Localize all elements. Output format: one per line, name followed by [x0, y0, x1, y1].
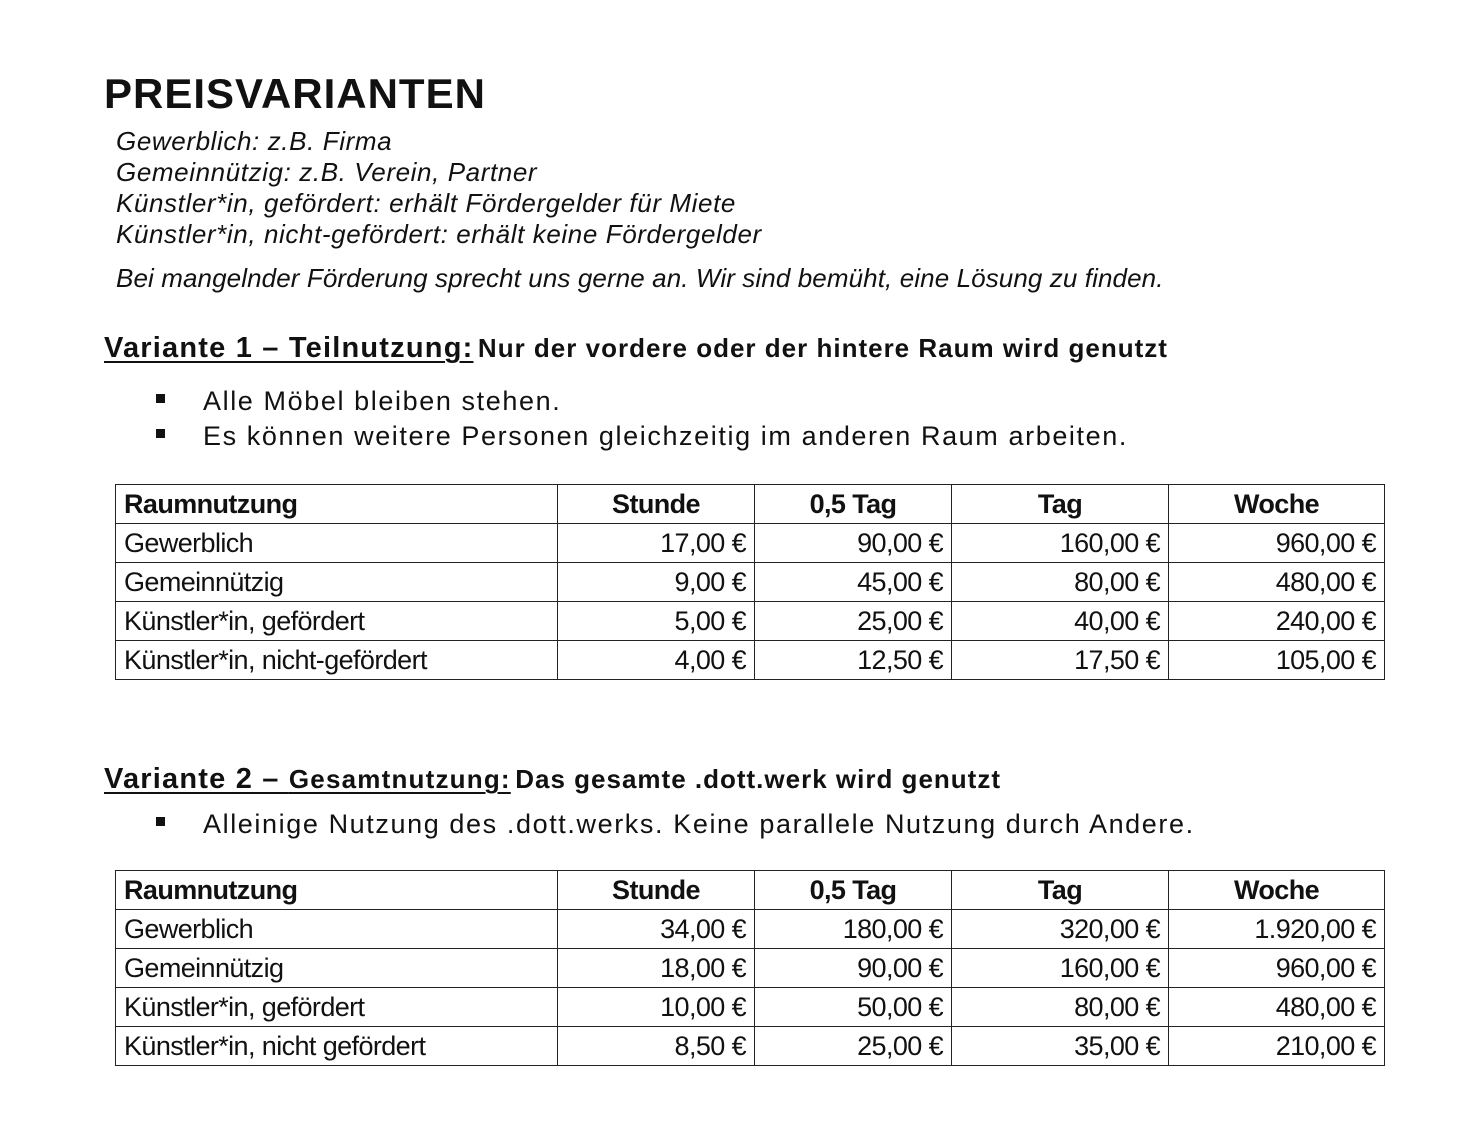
variant2-heading-rest: Das gesamte .dott.werk wird genutzt [515, 764, 1001, 794]
table-row: Künstler*in, gefördert 10,00 €50,00 €80,0… [115, 987, 1385, 1027]
variant2-bullet: Alleinige Nutzung des .dott.werks. Keine… [156, 809, 1195, 840]
price-cell: 160,00 € [951, 948, 1169, 988]
row-label-cell: Gemeinnützig [115, 948, 558, 988]
column-header: Raumnutzung [115, 870, 558, 910]
table-row: Gewerblich 17,00 €90,00 €160,00 €960,00 € [115, 523, 1385, 563]
variant1-bullet: Alle Möbel bleiben stehen. [156, 386, 561, 417]
price-cell: 1.920,00 € [1168, 909, 1385, 949]
variant2-heading-prefix: Variante 2 – Gesamtnutzung: [104, 763, 511, 795]
column-header: 0,5 Tag [754, 484, 952, 524]
definition-kuenstler-nicht-gefoerdert: Künstler*in, nicht-gefördert: erhält kei… [116, 219, 762, 249]
table-row: Künstler*in, nicht-gefördert 4,00 €12,50 … [115, 640, 1385, 680]
price-cell: 25,00 € [754, 1026, 952, 1066]
price-cell: 17,50 € [951, 640, 1169, 680]
row-label-cell: Gewerblich [115, 523, 558, 563]
price-cell: 90,00 € [754, 523, 952, 563]
price-cell: 35,00 € [951, 1026, 1169, 1066]
column-header: Stunde [557, 870, 755, 910]
price-cell: 25,00 € [754, 601, 952, 641]
price-cell: 960,00 € [1168, 523, 1385, 563]
definition-gemeinnuetzig: Gemeinnützig: z.B. Verein, Partner [116, 157, 538, 187]
definition-gewerblich: Gewerblich: z.B. Firma [116, 126, 393, 156]
price-cell: 5,00 € [557, 601, 755, 641]
price-cell: 80,00 € [951, 987, 1169, 1027]
row-label-cell: Künstler*in, gefördert [115, 987, 558, 1027]
row-label-cell: Künstler*in, nicht gefördert [115, 1026, 558, 1066]
column-header: Tag [951, 484, 1169, 524]
table-row: Gemeinnützig 18,00 €90,00 €160,00 €960,00… [115, 948, 1385, 988]
column-header: Woche [1168, 484, 1385, 524]
price-cell: 17,00 € [557, 523, 755, 563]
row-label-cell: Gewerblich [115, 909, 558, 949]
price-cell: 34,00 € [557, 909, 755, 949]
price-cell: 240,00 € [1168, 601, 1385, 641]
column-header: Tag [951, 870, 1169, 910]
price-cell: 480,00 € [1168, 562, 1385, 602]
price-cell: 180,00 € [754, 909, 952, 949]
variant1-heading-prefix: Variante 1 – Teilnutzung: [104, 332, 474, 364]
row-label-cell: Künstler*in, gefördert [115, 601, 558, 641]
variant2-price-table: Raumnutzung Stunde 0,5 Tag Tag Woche Gewerbli… [115, 870, 1385, 1066]
variant1-price-table: Raumnutzung Stunde 0,5 Tag Tag Woche Gewerbli… [115, 484, 1385, 680]
price-cell: 210,00 € [1168, 1026, 1385, 1066]
price-cell: 9,00 € [557, 562, 755, 602]
price-cell: 960,00 € [1168, 948, 1385, 988]
bullet-square-icon [156, 429, 165, 439]
variant1-bullet: Es können weitere Personen gleichzeitig … [156, 421, 1128, 452]
price-cell: 160,00 € [951, 523, 1169, 563]
price-cell: 4,00 € [557, 640, 755, 680]
table-row: Künstler*in, nicht gefördert 8,50 €25,00 … [115, 1026, 1385, 1066]
price-cell: 8,50 € [557, 1026, 755, 1066]
variant1-heading-rest: Nur der vordere oder der hintere Raum wi… [477, 333, 1168, 363]
table-row: Künstler*in, gefördert 5,00 €25,00 €40,00… [115, 601, 1385, 641]
price-cell: 80,00 € [951, 562, 1169, 602]
price-cell: 45,00 € [754, 562, 952, 602]
variant2-heading: Variante 2 – Gesamtnutzung: Das gesamte … [104, 763, 1001, 796]
column-header: Stunde [557, 484, 755, 524]
variant2-heading-prefix-a: Variante 2 – [104, 763, 289, 795]
note: Bei mangelnder Förderung sprecht uns ger… [116, 263, 1164, 293]
bullet-square-icon [156, 817, 165, 827]
column-header: Raumnutzung [115, 484, 558, 524]
price-cell: 105,00 € [1168, 640, 1385, 680]
price-cell: 90,00 € [754, 948, 952, 988]
price-cell: 12,50 € [754, 640, 952, 680]
table-row: Gemeinnützig 9,00 €45,00 €80,00 €480,00 € [115, 562, 1385, 602]
price-cell: 320,00 € [951, 909, 1169, 949]
row-label-cell: Künstler*in, nicht-gefördert [115, 640, 558, 680]
bullet-text: Alle Möbel bleiben stehen. [203, 386, 562, 416]
row-label-cell: Gemeinnützig [115, 562, 558, 602]
variant1-heading: Variante 1 – Teilnutzung: Nur der vorder… [104, 332, 1168, 365]
bullet-text: Alleinige Nutzung des .dott.werks. Keine… [203, 809, 1195, 839]
definition-kuenstler-gefoerdert: Künstler*in, gefördert: erhält Fördergel… [116, 188, 736, 218]
variant2-heading-prefix-b: Gesamtnutzung: [288, 764, 511, 794]
column-header: 0,5 Tag [754, 870, 952, 910]
page-title: PREISVARIANTEN [104, 70, 486, 117]
price-cell: 18,00 € [557, 948, 755, 988]
price-cell: 480,00 € [1168, 987, 1385, 1027]
column-header: Woche [1168, 870, 1385, 910]
bullet-square-icon [156, 394, 165, 404]
bullet-text: Es können weitere Personen gleichzeitig … [203, 421, 1128, 451]
table-row: Gewerblich 34,00 €180,00 €320,00 €1.920,0… [115, 909, 1385, 949]
price-cell: 40,00 € [951, 601, 1169, 641]
price-cell: 10,00 € [557, 987, 755, 1027]
table-header-row: Raumnutzung Stunde 0,5 Tag Tag Woche [115, 484, 1385, 524]
table-header-row: Raumnutzung Stunde 0,5 Tag Tag Woche [115, 870, 1385, 910]
price-cell: 50,00 € [754, 987, 952, 1027]
